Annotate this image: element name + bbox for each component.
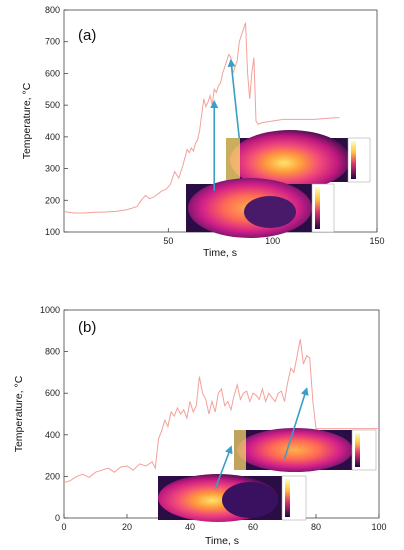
x-tick-label: 100 [265, 236, 280, 246]
panel-b-y-axis-label: Temperature, °C [13, 375, 25, 452]
y-tick-label: 800 [45, 5, 60, 15]
panel-b-label: (b) [78, 319, 96, 336]
panel-b-thermal-image-1 [234, 428, 377, 472]
panel-a: 100 200 300 400 500 600 700 800 50 100 150 (a) Ti… [21, 5, 385, 259]
x-tick-label: 40 [185, 522, 195, 532]
panel-b-y-ticks: 0 200 400 600 800 1000 [40, 305, 68, 523]
panel-a-thermal-image-2 [186, 178, 335, 238]
panel-a-arrows [210, 58, 241, 191]
y-tick-label: 200 [45, 471, 60, 481]
panel-a-label: (a) [78, 27, 96, 44]
x-tick-label: 150 [369, 236, 384, 246]
panel-b-arrows [214, 387, 309, 490]
x-tick-label: 50 [163, 236, 173, 246]
y-tick-label: 300 [45, 164, 60, 174]
y-tick-label: 500 [45, 100, 60, 110]
panel-a-y-axis-label: Temperature, °C [21, 82, 33, 159]
panel-a-thermal-image-1 [226, 130, 371, 190]
panel-a-y-ticks: 100 200 300 400 500 600 700 800 [45, 5, 68, 237]
annotation-arrow [227, 58, 241, 139]
y-tick-label: 200 [45, 195, 60, 205]
y-tick-label: 800 [45, 347, 60, 357]
y-tick-label: 400 [45, 132, 60, 142]
y-tick-label: 600 [45, 68, 60, 78]
panel-b-x-axis-label: Time, s [205, 535, 239, 547]
x-tick-label: 100 [371, 522, 386, 532]
annotation-arrow [214, 445, 233, 490]
annotation-arrow [283, 387, 309, 459]
x-tick-label: 80 [311, 522, 321, 532]
y-tick-label: 1000 [40, 305, 60, 315]
y-tick-label: 0 [55, 513, 60, 523]
panel-b-temperature-line [63, 339, 379, 484]
panel-b-thermal-image-2 [158, 474, 307, 522]
x-tick-label: 0 [61, 522, 66, 532]
panel-b: 0 200 400 600 800 1000 0 20 40 60 80 100 (b) Time,… [13, 305, 387, 547]
y-tick-label: 400 [45, 430, 60, 440]
x-tick-label: 20 [122, 522, 132, 532]
panel-a-x-axis-label: Time, s [203, 247, 237, 259]
y-tick-label: 700 [45, 37, 60, 47]
y-tick-label: 600 [45, 388, 60, 398]
x-tick-label: 60 [248, 522, 258, 532]
y-tick-label: 100 [45, 227, 60, 237]
